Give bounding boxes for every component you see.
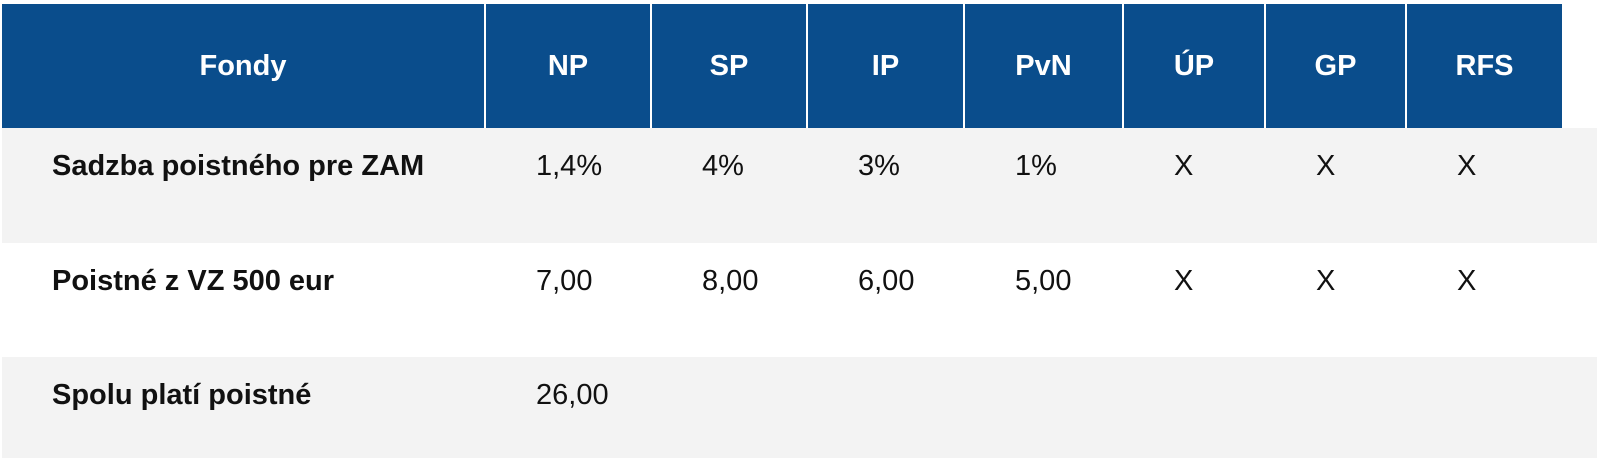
row-label: Sadzba poistného pre ZAM <box>52 150 425 182</box>
header-cell: RFS <box>1407 4 1562 128</box>
header-cell: ÚP <box>1124 4 1264 128</box>
row-label: Poistné z VZ 500 eur <box>52 265 335 297</box>
header-cell: PvN <box>965 4 1122 128</box>
row-background <box>2 128 1597 243</box>
header-cell: IP <box>808 4 963 128</box>
table-cell: X <box>1316 265 1336 297</box>
table-cell: 3% <box>858 150 900 182</box>
row-label: Spolu platí poistné <box>52 379 312 411</box>
table-cell: X <box>1174 150 1194 182</box>
table-cell: 5,00 <box>1015 265 1072 297</box>
table-cell: 1% <box>1015 150 1057 182</box>
header-cell: SP <box>652 4 806 128</box>
table-cell: 8,00 <box>702 265 759 297</box>
table-cell: 7,00 <box>536 265 593 297</box>
table-cell: X <box>1457 265 1477 297</box>
header-cell: NP <box>486 4 650 128</box>
header-cell: Fondy <box>2 4 484 128</box>
table-cell: X <box>1457 150 1477 182</box>
table-cell: 26,00 <box>536 379 609 411</box>
header-cell: GP <box>1266 4 1405 128</box>
table-cell: 1,4% <box>536 150 603 182</box>
row-background <box>2 357 1597 458</box>
table-cell: 6,00 <box>858 265 915 297</box>
table-cell: X <box>1174 265 1194 297</box>
table-cell: X <box>1316 150 1336 182</box>
table-cell: 4% <box>702 150 744 182</box>
row-background <box>2 243 1597 357</box>
